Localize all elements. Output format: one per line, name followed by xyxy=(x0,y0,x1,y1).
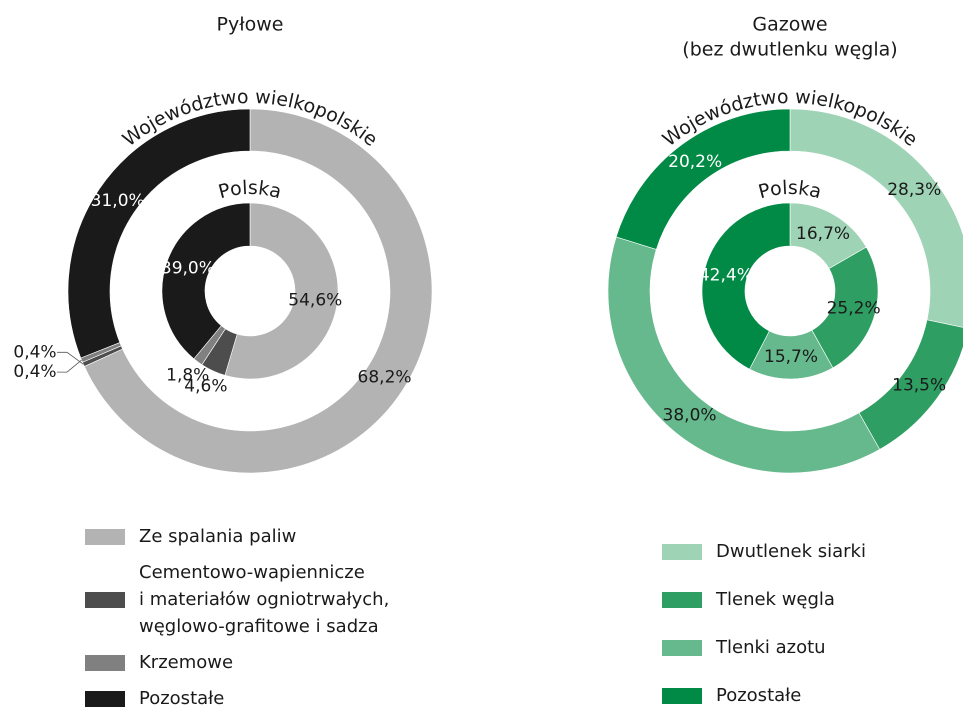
legend-item: Krzemowe xyxy=(85,649,389,676)
legend-label: Krzemowe xyxy=(139,652,234,673)
chart-title: Pyłowe xyxy=(217,14,284,36)
legend-label: Pozostałe xyxy=(139,688,225,709)
donut-slice xyxy=(607,236,881,474)
legend-label: Pozostałe xyxy=(716,685,802,706)
legend-item: Cementowo-wapiennicze i materiałów ognio… xyxy=(85,559,389,640)
leader-line xyxy=(57,359,82,373)
legend-swatch xyxy=(85,591,125,608)
donut-slice xyxy=(789,108,963,328)
value-label: 0,4% xyxy=(13,362,56,382)
legend: Ze spalania paliw Cementowo-wapiennicze i… xyxy=(85,523,389,712)
legend-label: Dwutlenek siarki xyxy=(716,541,866,562)
legend-swatch xyxy=(662,543,702,560)
value-label: 4,6% xyxy=(184,376,227,396)
value-label: 20,2% xyxy=(668,152,722,172)
donut-slice xyxy=(83,108,433,474)
ring-name: Polska xyxy=(756,177,824,203)
value-label: 42,4% xyxy=(699,265,753,285)
ring-name-path: Polska xyxy=(756,177,824,203)
donut-slice xyxy=(615,108,791,250)
value-label: 31,0% xyxy=(91,191,145,211)
legend-swatch xyxy=(662,687,702,704)
value-label: 28,3% xyxy=(887,180,941,200)
legend-swatch xyxy=(662,639,702,656)
leader-line xyxy=(57,351,84,365)
value-label: 68,2% xyxy=(358,368,412,388)
legend-item: Pozostałe xyxy=(662,682,866,709)
legend-item: Tlenek węgla xyxy=(662,586,866,613)
legend-swatch xyxy=(662,591,702,608)
value-label: 15,7% xyxy=(764,347,818,367)
legend-swatch xyxy=(85,654,125,671)
legend-swatch xyxy=(85,690,125,707)
value-label: 13,5% xyxy=(892,375,946,395)
legend-label: Tlenki azotu xyxy=(716,637,826,658)
value-label: 38,0% xyxy=(663,406,717,426)
legend-label: Tlenek węgla xyxy=(716,589,835,610)
value-label: 25,2% xyxy=(827,299,881,319)
value-label: 1,8% xyxy=(166,366,209,386)
legend-label: Ze spalania paliw xyxy=(139,526,297,547)
value-label: 0,4% xyxy=(13,342,56,362)
donut-slice xyxy=(811,246,879,369)
donut-slice xyxy=(224,202,339,380)
value-label: 54,6% xyxy=(288,291,342,311)
value-label: 39,0% xyxy=(161,259,215,279)
donut-slice xyxy=(701,202,791,370)
chart-title: Gazowe xyxy=(752,14,827,36)
value-label: 16,7% xyxy=(796,224,850,244)
legend-label: Cementowo-wapiennicze i materiałów ognio… xyxy=(139,562,390,637)
donut-slice xyxy=(161,202,251,360)
chart-subtitle: (bez dwutlenku węgla) xyxy=(682,39,897,61)
donut-slice xyxy=(67,108,251,359)
legend-swatch xyxy=(85,528,125,545)
ring-name: Polska xyxy=(216,177,284,203)
legend-item: Ze spalania paliw xyxy=(85,523,389,550)
legend-item: Pozostałe xyxy=(85,685,389,712)
legend-item: Tlenki azotu xyxy=(662,634,866,661)
legend-item: Dwutlenek siarki xyxy=(662,538,866,565)
ring-name-path: Polska xyxy=(216,177,284,203)
legend: Dwutlenek siarki Tlenek węgla Tlenki azotu… xyxy=(662,538,866,709)
